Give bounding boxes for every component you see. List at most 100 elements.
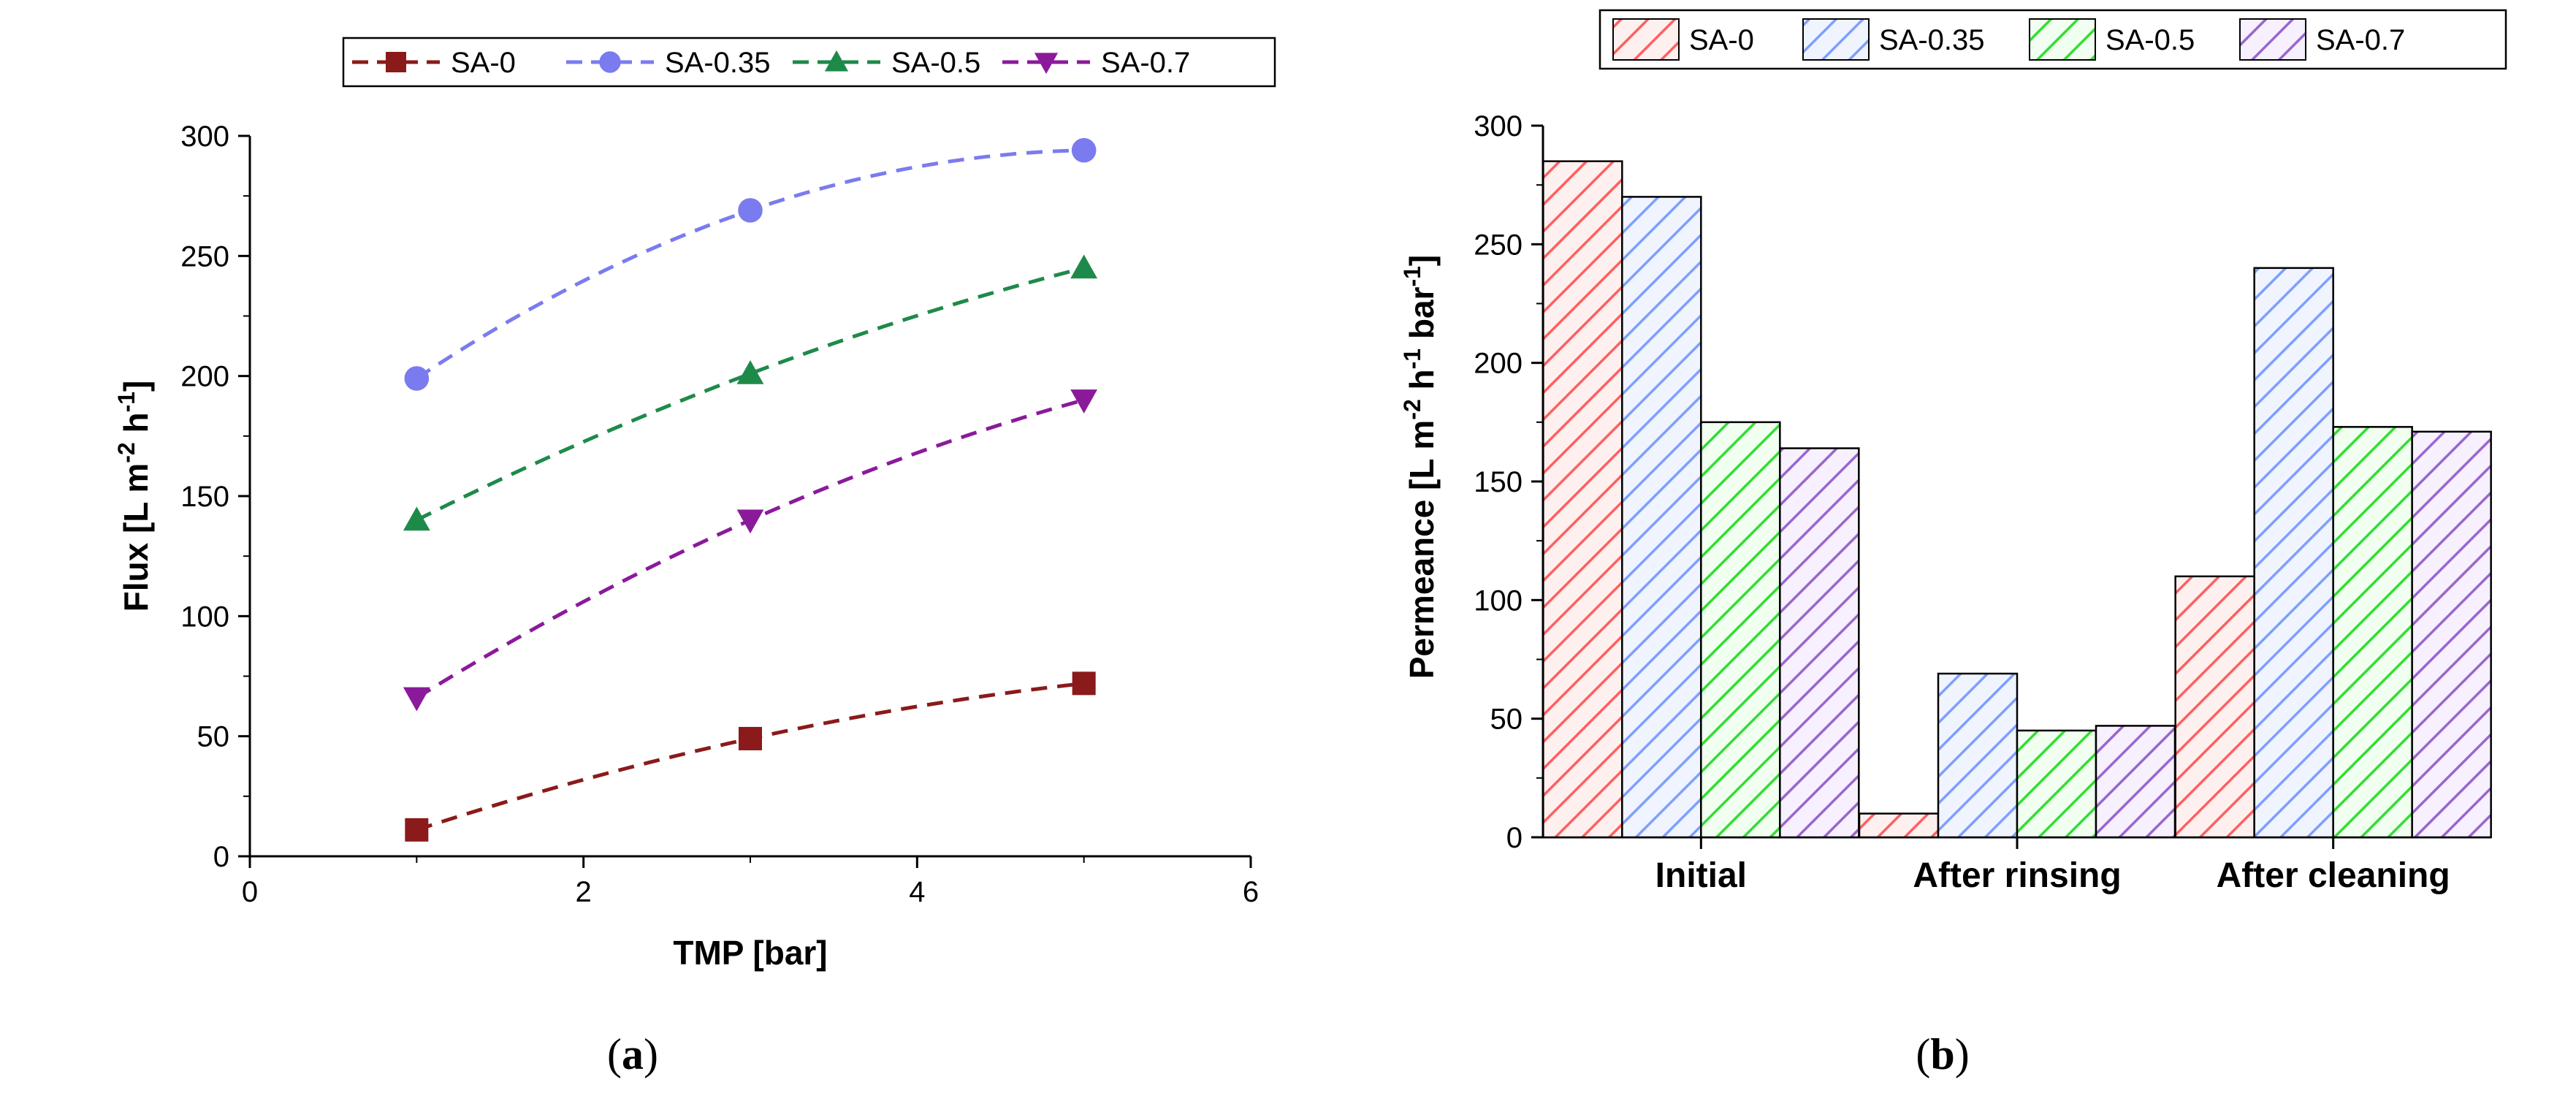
panel-a-x-tick-label: 2 — [576, 876, 592, 908]
panel-a-y-axis-label: Flux [L m-2 h-1] — [113, 381, 155, 612]
panel-b-legend-label: SA-0.7 — [2316, 24, 2405, 56]
panel-a-fit-line — [416, 266, 1085, 522]
panel-b-bar — [1700, 421, 1781, 839]
panel-a-x-axis-label: TMP [bar] — [673, 934, 827, 972]
panel-b-legend-label: SA-0 — [1689, 24, 1754, 56]
panel-b-legend: SA-0 SA-0.35 SA-0.5 SA-0.7 — [1598, 9, 2507, 70]
panel-b-group-after-cleaning — [2174, 267, 2492, 839]
panel-b-ylabel-mid: h — [1403, 369, 1441, 399]
panel-a-series — [403, 137, 1098, 842]
panel-a-data-point — [738, 198, 763, 223]
panel-b-ylabel-end: ] — [1403, 255, 1441, 266]
panel-a-data-point — [1071, 137, 1097, 163]
panel-b-legend-item: SA-0.7 — [2239, 18, 2405, 61]
panel-a-y-tick-label: 100 — [180, 601, 229, 633]
panel-b-y-tick-label: 200 — [1474, 348, 1523, 380]
panel-b-category-label: After cleaning — [2217, 856, 2450, 895]
panel-a-legend-item: SA-0 — [352, 47, 516, 79]
panel-a-legend-box — [342, 37, 1276, 88]
panel-a-data-point — [1070, 389, 1098, 414]
panel-b-bar — [2332, 426, 2413, 839]
panel-b-category-label: Initial — [1655, 856, 1747, 895]
panel-a-data-point — [1072, 671, 1096, 696]
panel-b-y-axis-label: Permeance [L m-2 h-1 bar-1] — [1399, 255, 1441, 679]
panel-a-ylabel-mid: h — [117, 412, 155, 442]
panel-b-bar — [1542, 160, 1623, 839]
panel-b-ylabel-base: Permeance [L m — [1403, 420, 1441, 679]
panel-a-caption: (a) — [607, 1030, 658, 1078]
panel-b-bar — [2095, 725, 2176, 839]
panel-a-caption-letter: a — [622, 1030, 644, 1078]
panel-b-y-tick-label: 100 — [1474, 584, 1523, 617]
panel-a-line-chart: SA-0 SA-0.35 SA-0.5 SA-0.7 0 50 100 150 200 250 3… — [113, 37, 1276, 1078]
panel-b-bar — [1779, 447, 1860, 839]
panel-b-bar — [2253, 267, 2334, 839]
panel-a-y-tick-label: 200 — [180, 361, 229, 393]
panel-a-legend-item: SA-0.7 — [1002, 47, 1190, 79]
panel-a-legend-label: SA-0 — [451, 47, 516, 79]
panel-a-data-point — [403, 687, 430, 712]
panel-b-caption-letter: b — [1930, 1030, 1954, 1078]
panel-b-legend-item: SA-0.5 — [2029, 18, 2195, 61]
panel-a-x-tick-label: 0 — [242, 876, 258, 908]
panel-a-legend-marker — [1034, 53, 1059, 75]
panel-b-bar — [1937, 672, 2019, 839]
panel-a-x-tick-label: 4 — [909, 876, 925, 908]
panel-a-ylabel-sup2: -1 — [113, 392, 140, 412]
panel-b-y-tick-label: 150 — [1474, 466, 1523, 498]
panel-b-caption: (b) — [1916, 1030, 1969, 1078]
panel-b-legend-swatch — [2029, 18, 2096, 61]
panel-a-legend-label: SA-0.7 — [1101, 47, 1190, 79]
panel-a-data-point — [1070, 254, 1098, 279]
panel-b-ylabel-mid2: bar — [1403, 286, 1441, 348]
panel-b-bar — [1621, 196, 1702, 839]
panel-a-legend-marker — [599, 51, 621, 73]
panel-b-bar-chart: SA-0 SA-0.35 SA-0.5 SA-0.7 0 50 100 150 200 250 3… — [1399, 9, 2507, 1078]
panel-a-data-point — [739, 726, 762, 750]
panel-a-ylabel-base: Flux [L m — [117, 463, 155, 612]
panel-a-axes: 0 50 100 150 200 250 300 0 2 4 6 — [180, 121, 1259, 908]
panel-a-ylabel-end: ] — [117, 381, 155, 392]
panel-b-bar — [2016, 729, 2097, 839]
panel-a-y-tick-label: 50 — [197, 721, 230, 753]
panel-a-ylabel-sup1: -2 — [113, 442, 140, 462]
panel-b-bar — [2174, 575, 2255, 839]
panel-b-bars — [1542, 160, 2492, 839]
panel-b-ylabel-sup1: -2 — [1399, 399, 1425, 419]
panel-a-series-sa-0-5 — [403, 254, 1098, 531]
panel-a-y-tick-label: 300 — [180, 121, 229, 153]
panel-a-fit-line — [416, 681, 1084, 832]
panel-b-legend-swatch — [1802, 18, 1870, 61]
panel-a-legend-label: SA-0.35 — [665, 47, 771, 79]
panel-a-legend-item: SA-0.35 — [566, 47, 771, 79]
panel-a-y-tick-label: 0 — [213, 841, 229, 873]
panel-b-ylabel-sup3: -1 — [1399, 266, 1425, 286]
panel-b-group-initial — [1542, 160, 1860, 839]
panel-a-fit-line — [415, 148, 1084, 381]
panel-a-legend: SA-0 SA-0.35 SA-0.5 SA-0.7 — [342, 37, 1276, 88]
panel-b-bar — [1858, 812, 1940, 839]
panel-b-legend-swatch — [1612, 18, 1680, 61]
panel-a-series-sa-0 — [405, 671, 1096, 842]
panel-b-y-tick-label: 0 — [1506, 822, 1523, 854]
panel-b-bar — [2411, 430, 2492, 839]
panel-a-fit-line — [415, 398, 1085, 700]
panel-b-category-label: After rinsing — [1913, 856, 2121, 895]
panel-b-y-tick-label: 250 — [1474, 229, 1523, 261]
panel-a-legend-item: SA-0.5 — [793, 47, 980, 79]
panel-a-legend-marker — [824, 50, 849, 72]
panel-a-data-point — [405, 818, 429, 842]
panel-a-data-point — [403, 506, 430, 531]
panel-b-y-tick-label: 300 — [1474, 110, 1523, 142]
panel-b-legend-label: SA-0.5 — [2106, 24, 2195, 56]
panel-a-data-point — [404, 366, 430, 391]
panel-a-y-tick-label: 250 — [180, 240, 229, 273]
panel-a-series-sa-0-7 — [403, 389, 1098, 712]
panel-a-legend-marker — [386, 52, 406, 72]
panel-a-data-point — [736, 359, 764, 384]
panel-a-series-sa-0-35 — [404, 137, 1097, 391]
panel-b-y-tick-label: 50 — [1490, 704, 1523, 736]
panel-a-y-tick-label: 150 — [180, 481, 229, 513]
panel-a-x-tick-label: 6 — [1243, 876, 1259, 908]
